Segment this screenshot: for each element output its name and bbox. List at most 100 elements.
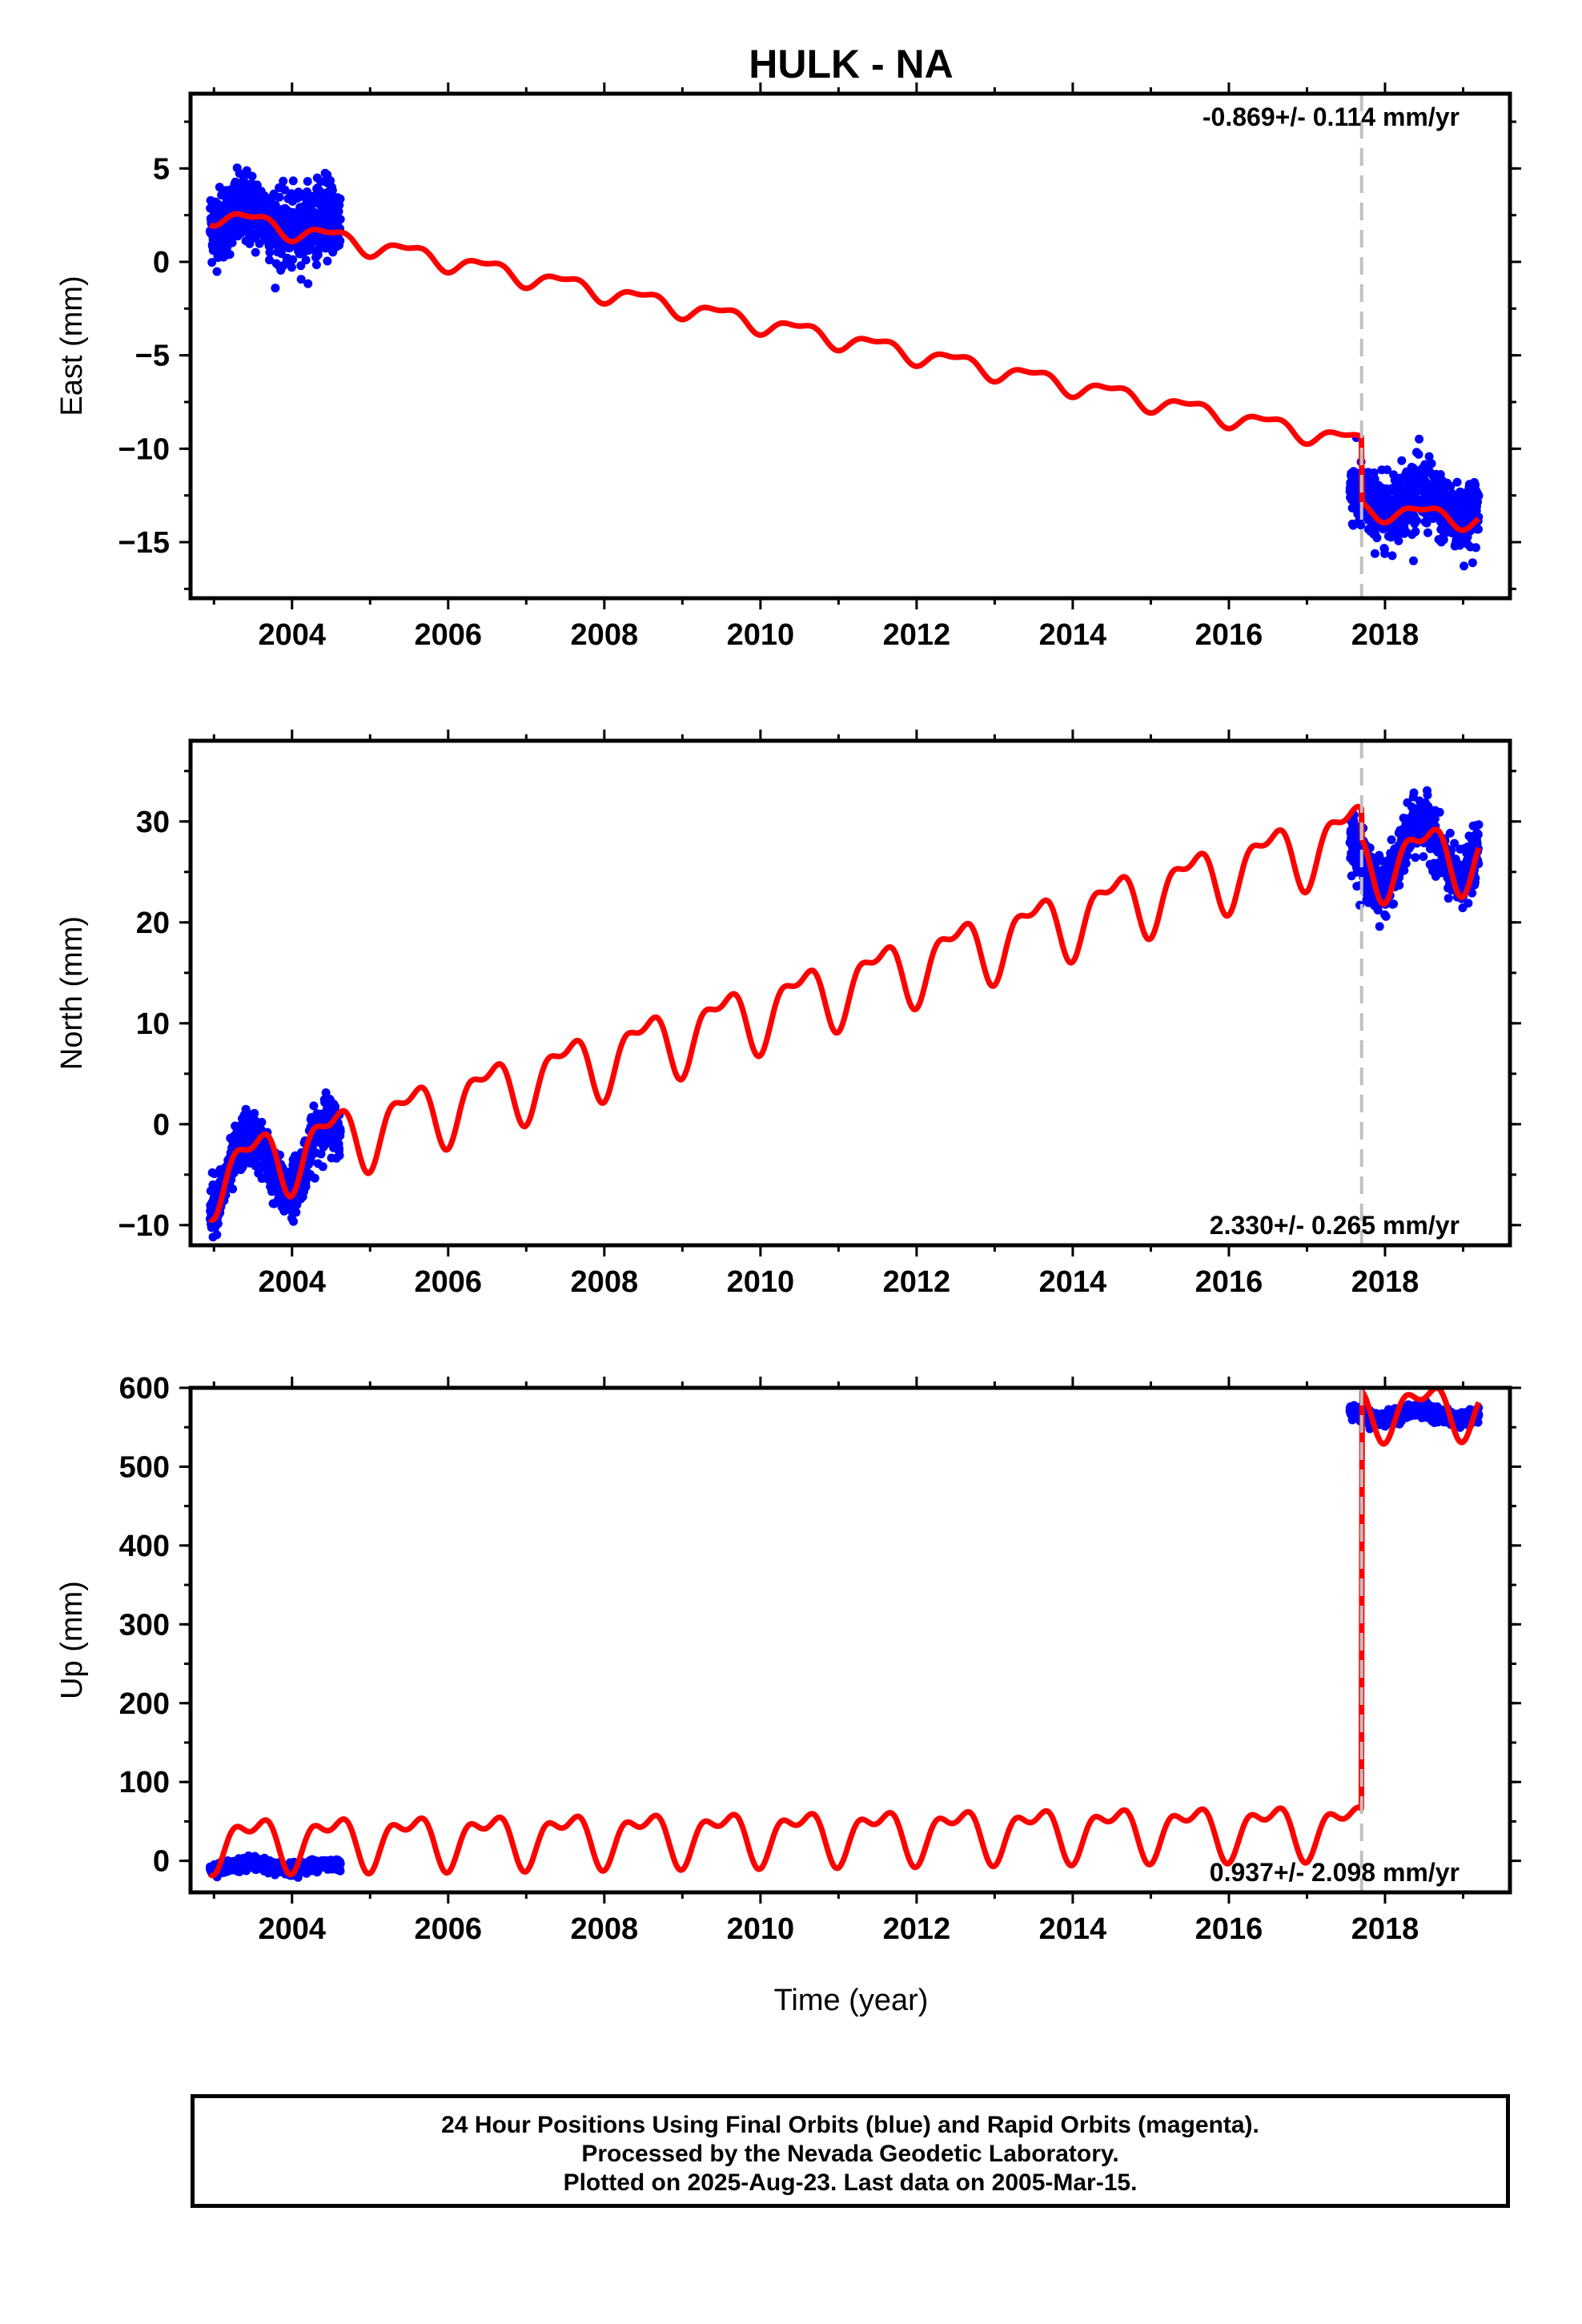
x-tick-label: 2008 (571, 618, 639, 652)
observation-point (1474, 491, 1484, 501)
y-tick-label: −5 (135, 340, 170, 373)
observation-point (1468, 888, 1477, 898)
observation-point (1401, 858, 1411, 868)
x-tick-label: 2018 (1351, 1265, 1419, 1299)
north-panel: 2004 2006 2008 2010 2012 2014 2016 20183020100−… (55, 730, 1521, 1299)
plot-area (205, 1388, 1484, 1882)
observation-point (335, 1866, 345, 1876)
observation-point (212, 267, 222, 276)
observation-point (1370, 474, 1379, 484)
observation-point (335, 1859, 345, 1868)
model-curve (207, 211, 1481, 533)
footer-line-1: 24 Hour Positions Using Final Orbits (bl… (441, 2112, 1259, 2138)
observation-point (1397, 456, 1407, 465)
observation-point (335, 215, 345, 224)
figure-title: HULK - NA (749, 42, 954, 86)
observation-point (1443, 894, 1453, 903)
y-tick-label: 600 (119, 1372, 170, 1405)
observation-point (212, 1230, 222, 1240)
y-tick-label: 400 (119, 1530, 170, 1563)
observation-point (1412, 516, 1422, 525)
x-tick-label: 2006 (415, 618, 483, 652)
observation-point (1395, 880, 1404, 890)
plot-area (205, 786, 1484, 1242)
rate-annotation: 0.937+/- 2.098 mm/yr (1210, 1858, 1460, 1887)
y-tick-label: 300 (119, 1608, 170, 1642)
x-tick-label: 2010 (727, 618, 795, 652)
observation-point (1403, 850, 1412, 860)
observation-point (1372, 533, 1382, 543)
east-panel: 2004 2006 2008 2010 2012 2014 2016 2018 5 0 −5 −10 −… (55, 82, 1521, 652)
x-tick-label: 2016 (1195, 1265, 1263, 1299)
observation-point (227, 238, 237, 247)
observation-point (310, 1173, 319, 1183)
y-tick-label: 200 (119, 1687, 170, 1721)
observation-point (1370, 549, 1379, 558)
observation-point (215, 183, 224, 192)
y-axis-label: Up (mm) (55, 1581, 89, 1699)
observation-point (1460, 561, 1469, 571)
x-tick-label: 2012 (883, 1912, 951, 1946)
observation-point (287, 263, 296, 272)
panel-frame (188, 738, 1512, 1248)
x-tick-label: 2008 (571, 1265, 639, 1299)
y-tick-label: −10 (118, 432, 170, 466)
y-tick-label: 100 (119, 1766, 170, 1799)
observation-point (1450, 838, 1460, 848)
observation-point (228, 1184, 238, 1194)
x-tick-label: 2010 (727, 1265, 795, 1299)
y-tick-label: 0 (153, 246, 170, 279)
observation-point (1389, 899, 1399, 909)
observation-point (1430, 814, 1439, 823)
up-panel: 2004 2006 2008 2010 2012 2014 2016 2018 600 500 40… (55, 1372, 1521, 1946)
observation-point (311, 260, 321, 270)
observation-point (335, 1151, 344, 1160)
observation-point (1473, 830, 1483, 839)
observation-point (280, 185, 290, 195)
observation-point (1411, 853, 1420, 862)
rate-annotation: 2.330+/- 0.265 mm/yr (1210, 1211, 1460, 1240)
observation-point (225, 250, 235, 259)
x-tick-label: 2008 (571, 1912, 639, 1946)
observation-point (1414, 449, 1423, 459)
y-tick-label: −10 (118, 1209, 170, 1243)
observation-point (1381, 911, 1391, 921)
observation-point (1452, 477, 1462, 487)
panel-frame (188, 91, 1512, 601)
observation-point (1356, 521, 1366, 530)
observation-point (1445, 828, 1455, 838)
observation-point (288, 176, 298, 186)
x-tick-label: 2016 (1195, 1912, 1263, 1946)
observation-point (242, 166, 251, 175)
footer-line-3: Plotted on 2025-Aug-23. Last data on 200… (563, 2169, 1138, 2196)
observation-point (275, 192, 284, 202)
observation-point (251, 247, 260, 257)
y-axis-label: North (mm) (55, 916, 89, 1070)
x-axis-label: Time (year) (774, 1984, 929, 2017)
footer-line-2: Processed by the Nevada Geodetic Laborat… (581, 2141, 1119, 2167)
y-axis-label: East (mm) (55, 275, 89, 416)
observation-point (323, 256, 332, 266)
y-tick-label: 30 (136, 806, 170, 839)
observation-point (335, 194, 345, 203)
observation-point (1468, 558, 1477, 568)
y-tick-label: 10 (136, 1007, 170, 1041)
observation-point (1464, 899, 1473, 908)
x-tick-label: 2004 (258, 618, 326, 652)
observation-point (318, 1162, 327, 1172)
y-tick-label: −15 (118, 526, 170, 560)
observation-point (1399, 866, 1409, 875)
observation-point (1409, 788, 1419, 798)
x-tick-label: 2012 (883, 618, 951, 652)
observation-point (1423, 528, 1432, 537)
observation-point (303, 177, 312, 186)
observation-point (250, 1108, 259, 1118)
observation-point (1415, 434, 1424, 444)
observation-point (247, 171, 257, 181)
x-tick-label: 2016 (1195, 618, 1263, 652)
x-tick-label: 2004 (258, 1912, 326, 1946)
observation-point (1446, 481, 1456, 491)
observation-point (265, 247, 275, 257)
footer-info-box: 24 Hour Positions Using Final Orbits (bl… (191, 2094, 1510, 2208)
